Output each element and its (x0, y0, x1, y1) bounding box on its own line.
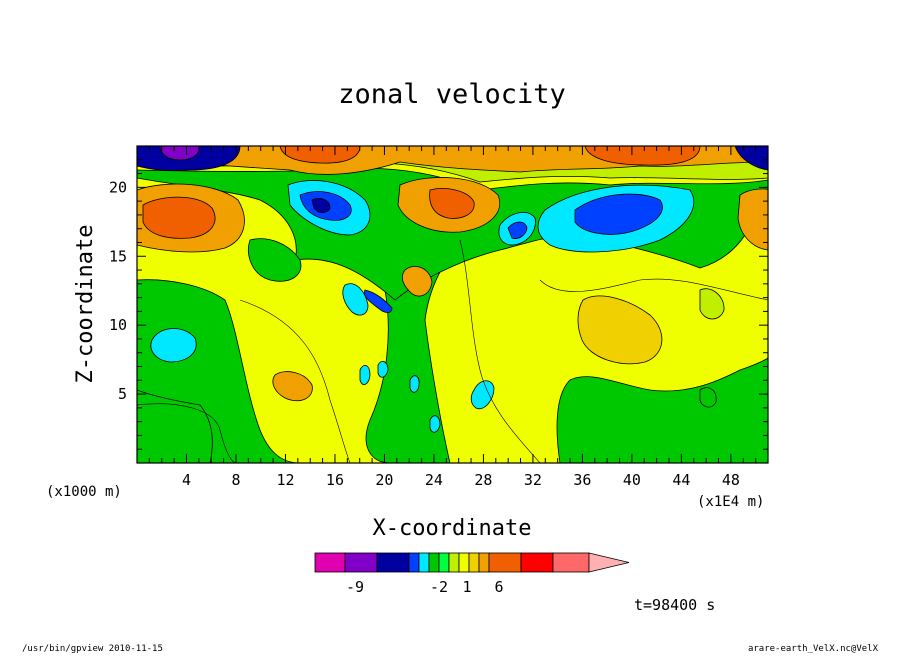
lime-right-small (699, 288, 725, 320)
colorbar-swatch (520, 552, 554, 573)
colorbar-tick-label: 1 (462, 578, 471, 596)
colorbar-tick-label: -9 (346, 578, 364, 596)
blue-right-small (507, 221, 528, 239)
x-tick-label: 8 (231, 471, 240, 489)
orange-left-small (272, 371, 313, 402)
contour-line (239, 299, 351, 463)
blue-center-diagonal (363, 289, 393, 313)
green-left-low (137, 300, 213, 463)
contour-line (137, 403, 236, 463)
x-tick-label: 48 (722, 471, 740, 489)
colorbar-tick-label: 6 (494, 578, 503, 596)
colorbar-swatch (468, 552, 480, 573)
x-tick-label: 16 (326, 471, 344, 489)
chart-title: zonal velocity (338, 79, 566, 110)
orange-dark-center-upper (429, 188, 475, 219)
colorbar-swatch (408, 552, 420, 573)
colorbar-swatch (418, 552, 430, 573)
orange-left-blob-inner (142, 196, 216, 239)
plot-frame (136, 145, 769, 464)
colorbar-swatch (552, 552, 590, 573)
cyan-center-low-3 (409, 375, 420, 393)
colorbar-swatch (438, 552, 450, 573)
x-tick-label: 4 (182, 471, 191, 489)
blue-top-right-corner (734, 146, 768, 171)
colorbar-swatch (314, 552, 346, 573)
blue-right-blob (574, 193, 663, 235)
colorbar: -9 -2 1 6 (314, 552, 630, 596)
darkblue-center-upper (311, 198, 331, 213)
cyan-center-low-4 (429, 415, 441, 433)
cyan-center-low-2 (377, 361, 389, 378)
x-tick-label: 28 (474, 471, 492, 489)
green-mid-left (248, 238, 302, 282)
x-tick-label: 44 (672, 471, 690, 489)
x-tick-label: 36 (573, 471, 591, 489)
y-axis-label: Z-coordinate (73, 225, 98, 384)
orange-right-edge (737, 188, 768, 251)
x-tick-label: 40 (623, 471, 641, 489)
x-tick-label: 32 (524, 471, 542, 489)
x-tick-label: 12 (276, 471, 294, 489)
cyan-center-mid (342, 283, 369, 316)
cyan-left-blob (150, 328, 197, 363)
colorbar-swatch (376, 552, 410, 573)
contour-field (137, 146, 768, 463)
x-tick-label: 24 (425, 471, 443, 489)
contour-line (539, 278, 768, 301)
contour-line (459, 239, 541, 463)
colorbar-swatch (448, 552, 460, 573)
x-tick-label: 20 (375, 471, 393, 489)
colorbar-swatch (428, 552, 440, 573)
y-tick-label: 10 (109, 316, 127, 334)
green-right-small (699, 387, 717, 408)
y-tick-label: 15 (109, 247, 127, 265)
y-tick-label: 5 (118, 385, 127, 403)
footer-right: arare-earth_VelX.nc@VelX (748, 644, 879, 654)
colorbar-swatch (458, 552, 470, 573)
x-unit-right: (x1E4 m) (697, 494, 764, 510)
cyan-small-bottom (470, 380, 495, 410)
cyan-center-low-1 (359, 365, 371, 385)
orange-center-mid (401, 266, 433, 297)
colorbar-tick-label: -2 (430, 578, 448, 596)
time-label: t=98400 s (634, 596, 715, 614)
colorbar-swatch (344, 552, 378, 573)
x-unit-left: (x1000 m) (46, 484, 122, 500)
footer-left: /usr/bin/gpview 2010-11-15 (22, 644, 163, 654)
colorbar-swatch (478, 552, 490, 573)
green-right-region (556, 357, 768, 463)
colorbar-swatch (488, 552, 522, 573)
x-axis-label: X-coordinate (373, 516, 532, 541)
colorbar-arrow (588, 552, 630, 573)
orange-dark-top-right (584, 146, 701, 166)
orange-right-center (577, 295, 663, 365)
y-tick-label: 20 (109, 178, 127, 196)
